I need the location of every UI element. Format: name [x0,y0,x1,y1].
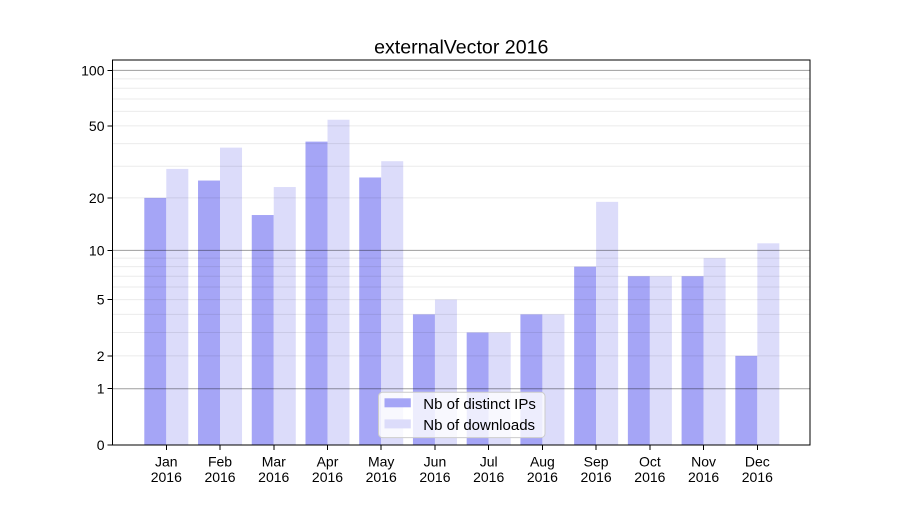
svg-text:2016: 2016 [204,469,235,485]
svg-text:2016: 2016 [581,469,612,485]
svg-text:Jan: Jan [155,454,178,470]
svg-text:Jun: Jun [424,454,447,470]
svg-text:5: 5 [97,292,105,308]
svg-text:Dec: Dec [745,454,770,470]
svg-text:Feb: Feb [208,454,232,470]
svg-text:2016: 2016 [366,469,397,485]
svg-text:Aug: Aug [530,454,555,470]
svg-text:50: 50 [89,118,105,134]
svg-text:20: 20 [89,190,105,206]
svg-text:externalVector 2016: externalVector 2016 [374,37,548,59]
svg-text:0: 0 [97,437,105,453]
svg-text:May: May [368,454,394,470]
svg-text:Nb of distinct IPs: Nb of distinct IPs [423,396,536,413]
svg-text:Jul: Jul [480,454,498,470]
svg-text:2016: 2016 [688,469,719,485]
svg-text:2016: 2016 [527,469,558,485]
svg-text:2016: 2016 [742,469,773,485]
svg-text:2016: 2016 [312,469,343,485]
svg-text:1: 1 [97,381,105,397]
svg-text:2: 2 [97,348,105,364]
svg-text:Sep: Sep [584,454,609,470]
svg-text:2016: 2016 [151,469,182,485]
svg-text:2016: 2016 [473,469,504,485]
svg-text:Nov: Nov [691,454,716,470]
svg-text:Apr: Apr [317,454,339,470]
svg-text:2016: 2016 [634,469,665,485]
svg-text:100: 100 [81,62,105,78]
svg-text:Mar: Mar [262,454,286,470]
svg-text:2016: 2016 [419,469,450,485]
svg-text:Nb of downloads: Nb of downloads [423,417,535,434]
svg-text:10: 10 [89,242,105,258]
svg-text:2016: 2016 [258,469,289,485]
svg-text:Oct: Oct [639,454,661,470]
